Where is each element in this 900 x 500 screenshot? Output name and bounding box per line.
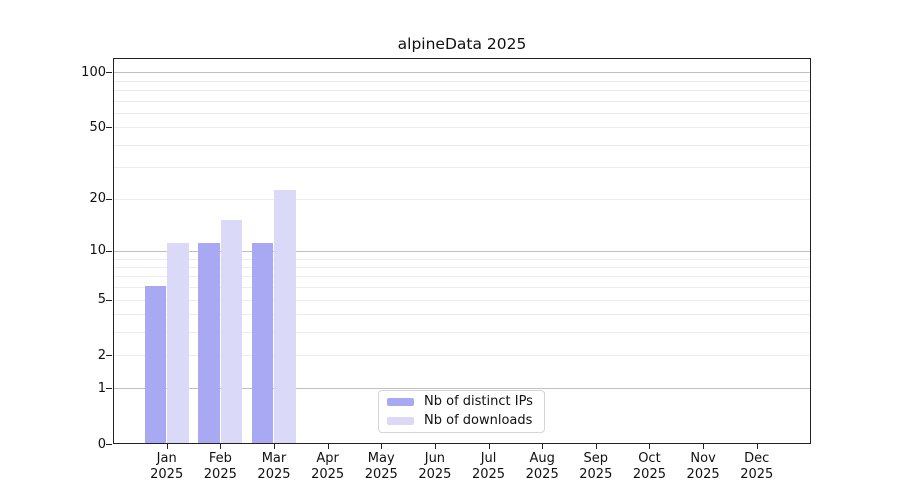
gridline-minor: [114, 100, 810, 102]
gridline-minor: [114, 276, 810, 278]
x-tick-mark: [703, 444, 705, 449]
y-tick-mark: [106, 299, 112, 301]
chart-title: alpineData 2025: [397, 35, 527, 53]
x-axis-tick-label: Aug 2025: [525, 451, 559, 482]
y-axis-tick-label: 100: [81, 64, 106, 80]
legend-label-distinct-ips: Nb of distinct IPs: [424, 394, 533, 409]
legend-item-downloads: Nb of downloads: [387, 413, 536, 429]
x-axis-tick-label: Oct 2025: [632, 451, 666, 482]
legend: Nb of distinct IPs Nb of downloads: [378, 390, 545, 433]
y-tick-mark: [106, 72, 112, 74]
x-tick-mark: [649, 444, 651, 449]
legend-swatch-downloads: [387, 417, 414, 425]
x-tick-mark: [327, 444, 329, 449]
x-tick-mark: [166, 444, 168, 449]
y-tick-mark: [106, 250, 112, 252]
x-tick-mark: [434, 444, 436, 449]
gridline-minor: [114, 299, 810, 301]
x-tick-mark: [488, 444, 490, 449]
y-axis-tick-label: 20: [89, 191, 106, 207]
bar-downloads: [220, 219, 243, 443]
y-tick-mark: [106, 355, 112, 357]
x-tick-mark: [756, 444, 758, 449]
gridline-minor: [114, 287, 810, 289]
x-axis-tick-label: Dec 2025: [740, 451, 774, 482]
gridline-minor: [114, 127, 810, 129]
gridline-minor: [114, 80, 810, 82]
gridline-minor: [114, 355, 810, 357]
gridline-minor: [114, 112, 810, 114]
gridline-minor: [114, 258, 810, 260]
x-tick-mark: [273, 444, 275, 449]
legend-item-distinct-ips: Nb of distinct IPs: [387, 394, 536, 410]
gridline-major: [114, 388, 810, 390]
x-axis-tick-label: Feb 2025: [203, 451, 237, 482]
legend-label-downloads: Nb of downloads: [424, 413, 533, 428]
bar-distinct-ips: [198, 242, 220, 443]
gridline-major: [114, 250, 810, 252]
bar-downloads: [274, 190, 296, 443]
plot-area: [113, 58, 811, 444]
x-axis-tick-label: Jun 2025: [418, 451, 452, 482]
bar-distinct-ips: [144, 286, 167, 443]
y-axis-tick-label: 2: [97, 347, 106, 363]
y-axis-tick-label: 5: [97, 292, 106, 308]
gridline-minor: [114, 89, 810, 91]
legend-swatch-distinct-ips: [387, 398, 414, 406]
y-axis-tick-label: 0: [97, 436, 106, 452]
y-tick-mark: [106, 444, 112, 445]
x-axis-tick-label: Mar 2025: [257, 451, 291, 482]
bar-downloads: [167, 242, 189, 443]
gridline-minor: [114, 266, 810, 268]
gridline-minor: [114, 144, 810, 146]
gridline-minor: [114, 314, 810, 316]
x-axis-tick-label: Jul 2025: [471, 451, 506, 482]
y-axis-tick-label: 50: [89, 119, 106, 135]
y-tick-mark: [106, 127, 112, 129]
x-axis-tick-label: Jan 2025: [150, 451, 184, 482]
x-axis-tick-label: Sep 2025: [579, 451, 613, 482]
x-axis-tick-label: Apr 2025: [311, 451, 345, 482]
gridline-minor: [114, 198, 810, 200]
y-axis-tick-label: 1: [97, 380, 106, 396]
x-axis-tick-label: Nov 2025: [686, 451, 720, 482]
x-tick-mark: [542, 444, 544, 449]
x-tick-mark: [595, 444, 597, 449]
bar-distinct-ips: [251, 242, 274, 443]
y-axis-tick-label: 10: [89, 243, 106, 259]
x-axis-tick-label: May 2025: [364, 451, 398, 482]
x-tick-mark: [220, 444, 222, 449]
x-tick-mark: [381, 444, 383, 449]
y-tick-mark: [106, 388, 112, 390]
y-tick-mark: [106, 198, 112, 200]
gridline-minor: [114, 332, 810, 334]
gridline-major: [114, 72, 810, 74]
gridline-minor: [114, 167, 810, 169]
